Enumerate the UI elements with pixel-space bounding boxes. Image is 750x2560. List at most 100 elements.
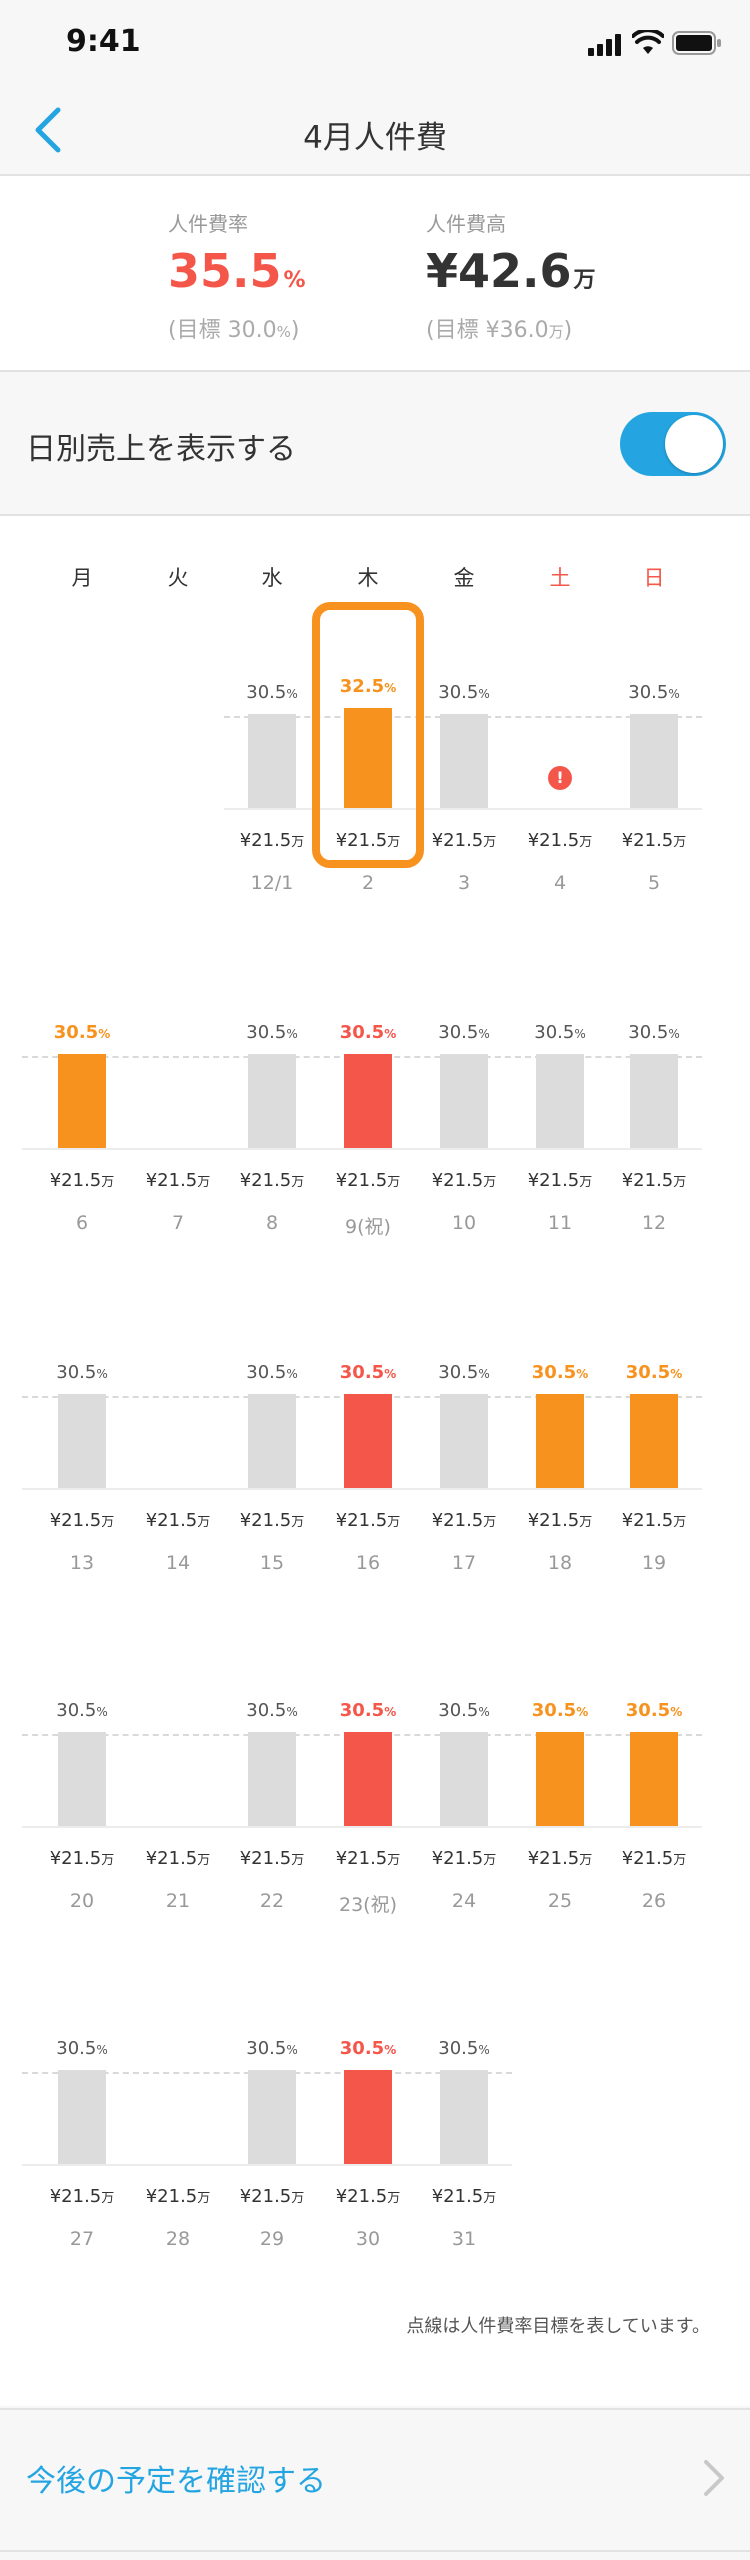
daily-sales-amount: ¥21.5万 [609,830,699,851]
back-chevron-icon[interactable] [22,100,82,160]
rate-unit: % [96,2043,108,2057]
selected-day-highlight[interactable] [312,602,424,868]
date-label: 4 [553,872,567,894]
future-schedule-link[interactable]: 今後の予定を確認する [26,2464,326,2499]
toggle-knob[interactable] [665,415,723,473]
sales-value: ¥21.5 [145,1848,198,1869]
rate-unit: % [286,1705,298,1719]
future-schedule-row[interactable]: 今後の予定を確認する [0,2408,750,2552]
rate-label: 30.5% [609,682,699,703]
rate-bar[interactable] [536,1054,584,1148]
sales-value: ¥21.5 [239,1510,292,1531]
rate-bar[interactable] [248,1054,296,1148]
daily-sales-amount: ¥21.5万 [515,1848,605,1869]
rate-bar[interactable] [440,1394,488,1488]
rate-bar[interactable] [536,1394,584,1488]
rate-bar[interactable] [58,2070,106,2164]
sales-value: ¥21.5 [335,1510,388,1531]
rate-bar[interactable] [58,1394,106,1488]
sales-value: ¥21.5 [145,2186,198,2207]
rate-label: 30.5% [227,1022,317,1043]
rate-value: 30.5 [56,2038,97,2059]
rate-unit: % [384,1705,397,1719]
rate-bar[interactable] [630,1394,678,1488]
labor-cost-goal: (目標 ¥36.0万) [426,318,573,343]
rate-bar[interactable] [440,1732,488,1826]
rate-value: 30.5 [438,1362,479,1383]
rate-unit: % [286,2043,298,2057]
daily-sales-amount: ¥21.5万 [323,1170,413,1191]
sales-value: ¥21.5 [527,1848,580,1869]
sales-value: ¥21.5 [335,1848,388,1869]
weekday-label: 月 [71,566,93,590]
date-label: 30 [355,2228,381,2250]
sales-unit: 万 [291,1853,305,1868]
daily-sales-toggle-label: 日別売上を表示する [26,432,296,467]
daily-sales-amount: ¥21.5万 [609,1848,699,1869]
rate-unit: % [478,2043,490,2057]
rate-label: 30.5% [227,1362,317,1383]
rate-label: 30.5% [227,1700,317,1721]
status-time: 9:41 [66,24,141,59]
sales-unit: 万 [101,1515,115,1530]
daily-sales-amount: ¥21.5万 [419,1848,509,1869]
rate-label: 30.5% [419,1022,509,1043]
rate-value: 30.5 [534,1022,575,1043]
rate-bar[interactable] [440,2070,488,2164]
rate-unit: % [478,1705,490,1719]
sales-unit: 万 [579,1515,593,1530]
rate-bar[interactable] [344,1054,392,1148]
rate-value: 30.5 [246,2038,287,2059]
rate-bar[interactable] [248,2070,296,2164]
rate-value: 30.5 [246,1700,287,1721]
cellular-signal-icon [588,34,621,56]
sales-value: ¥21.5 [49,1510,102,1531]
chart-baseline [224,808,702,810]
rate-unit: % [286,1027,298,1041]
daily-sales-toggle-row: 日別売上を表示する [0,372,750,516]
rate-bar[interactable] [344,1732,392,1826]
date-label: 11 [547,1212,573,1234]
rate-bar[interactable] [630,1732,678,1826]
error-alert-icon[interactable]: ! [548,766,572,790]
rate-bar[interactable] [58,1054,106,1148]
rate-bar[interactable] [630,1054,678,1148]
date-label: 24 [451,1890,477,1912]
rate-bar[interactable] [248,1394,296,1488]
sales-value: ¥21.5 [145,1510,198,1531]
sales-unit: 万 [197,2191,211,2206]
daily-sales-amount: ¥21.5万 [133,1510,223,1531]
date-label: 23(祝) [338,1894,397,1916]
rate-value: 30.5 [625,1700,671,1721]
rate-bar[interactable] [630,714,678,808]
daily-sales-amount: ¥21.5万 [133,2186,223,2207]
rate-bar[interactable] [248,1732,296,1826]
rate-bar[interactable] [58,1732,106,1826]
rate-bar[interactable] [344,2070,392,2164]
date-label: 14 [165,1552,191,1574]
rate-bar[interactable] [344,708,392,808]
rate-bar[interactable] [440,1054,488,1148]
date-label: 26 [641,1890,667,1912]
daily-sales-amount: ¥21.5万 [37,1848,127,1869]
sales-unit: 万 [673,1515,687,1530]
rate-bar[interactable] [248,714,296,808]
rate-bar[interactable] [536,1732,584,1826]
sales-value: ¥21.5 [239,1848,292,1869]
sales-unit: 万 [673,835,687,850]
rate-value: 30.5 [438,1022,479,1043]
sales-value: ¥21.5 [527,830,580,851]
sales-unit: 万 [291,1175,305,1190]
target-line-note: 点線は人件費率目標を表しています。 [406,2316,710,2337]
sales-value: ¥21.5 [621,1510,674,1531]
rate-bar[interactable] [440,714,488,808]
daily-sales-toggle[interactable] [620,412,726,476]
sales-value: ¥21.5 [527,1510,580,1531]
sales-unit: 万 [673,1175,687,1190]
sales-value: ¥21.5 [431,2186,484,2207]
daily-sales-amount: ¥21.5万 [515,1170,605,1191]
sales-unit: 万 [101,1853,115,1868]
sales-value: ¥21.5 [335,830,388,851]
rate-bar[interactable] [344,1394,392,1488]
date-label: 12/1 [250,872,294,894]
